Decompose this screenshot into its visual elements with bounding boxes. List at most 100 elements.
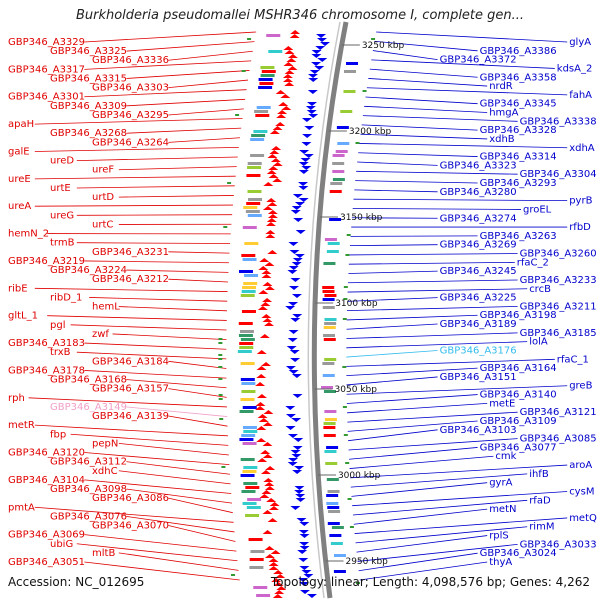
forward-gene-arrow: [280, 94, 291, 98]
forward-gene-arrow: [265, 230, 276, 234]
reverse-gene-arrow: [294, 254, 305, 258]
left-gene-label: metR: [8, 420, 35, 431]
right-gene-label: rfaD: [529, 495, 551, 506]
forward-gene-arrow: [284, 82, 295, 86]
left-gene-label: xdhC: [92, 466, 118, 477]
cog-band: [243, 482, 258, 485]
cog-band: [324, 294, 337, 297]
right-connector-line: [347, 297, 438, 302]
right-connector-line: [347, 288, 528, 293]
cog-band: [322, 374, 335, 377]
reverse-gene-arrow: [316, 38, 327, 42]
rna-tick: [345, 462, 350, 464]
cog-band: [332, 154, 345, 157]
left-gene-label: GBP346_A3303: [92, 83, 169, 94]
reverse-gene-arrow: [290, 278, 301, 282]
cog-band: [242, 258, 257, 261]
reverse-gene-arrow: [299, 582, 310, 586]
right-connector-line: [350, 464, 568, 479]
left-connector-line: [168, 388, 227, 398]
right-gene-label: ihfB: [529, 469, 549, 480]
cog-band: [253, 586, 268, 589]
cog-band: [240, 458, 255, 461]
right-connector-line: [350, 473, 528, 488]
right-connector-line: [357, 161, 438, 166]
reverse-gene-arrow: [299, 546, 310, 550]
cog-band: [242, 502, 257, 505]
reverse-gene-arrow: [303, 574, 314, 578]
reverse-gene-arrow: [285, 306, 296, 310]
left-gene-label: GBP346_A3157: [92, 384, 169, 395]
left-gene-label: ureG: [50, 210, 74, 221]
cog-band: [239, 330, 254, 333]
cog-band: [323, 390, 336, 393]
left-gene-label: GBP346_A3104: [8, 475, 85, 486]
right-connector-line: [361, 124, 478, 131]
right-connector-line: [376, 31, 568, 43]
cog-band: [239, 346, 254, 349]
rna-tick: [343, 434, 348, 436]
right-gene-label: cysM: [569, 486, 594, 497]
left-gene-label: GBP346_A3336: [92, 55, 169, 66]
rna-tick: [342, 366, 347, 368]
rna-tick: [345, 254, 350, 256]
right-gene-label: glyA: [569, 37, 591, 48]
right-connector-line: [366, 87, 568, 96]
reverse-gene-arrow: [299, 150, 310, 154]
cog-band: [249, 566, 264, 569]
right-gene-label: GBP346_A3263: [480, 231, 557, 242]
cog-band: [248, 198, 263, 201]
forward-gene-arrow: [282, 74, 293, 78]
reverse-gene-arrow: [292, 314, 303, 318]
right-connector-line: [355, 180, 478, 184]
forward-gene-arrow: [262, 318, 273, 322]
forward-gene-arrow: [257, 306, 268, 310]
left-gene-label: GBP346_A3120: [8, 448, 85, 459]
cog-band: [343, 70, 356, 73]
left-connector-line: [84, 370, 227, 379]
right-gene-label: GBP346_A3280: [440, 187, 517, 198]
cog-band: [239, 410, 254, 413]
cog-band: [326, 494, 339, 497]
reverse-gene-arrow: [290, 506, 301, 510]
right-gene-label: lolA: [529, 337, 548, 348]
rna-tick: [342, 318, 347, 320]
forward-gene-arrow: [272, 178, 283, 182]
forward-gene-arrow: [275, 90, 286, 94]
forward-gene-arrow: [274, 590, 285, 594]
left-connector-line: [47, 315, 227, 321]
right-connector-line: [346, 367, 478, 377]
left-gene-label: pmtA: [8, 502, 35, 513]
left-connector-line: [168, 251, 230, 254]
cog-band: [327, 506, 340, 509]
left-gene-label: apaH: [8, 119, 34, 130]
reverse-gene-arrow: [320, 42, 331, 46]
left-connector-line: [168, 278, 229, 283]
left-gene-label: GBP346_A3183: [8, 338, 85, 349]
forward-gene-arrow: [260, 470, 271, 474]
reverse-gene-arrow: [292, 446, 303, 450]
cog-band: [238, 334, 253, 337]
right-gene-label: GBP346_A3293: [480, 178, 557, 189]
left-gene-label: pepN: [92, 438, 118, 449]
left-connector-line: [118, 552, 239, 571]
cog-band: [343, 90, 356, 93]
cog-band: [322, 290, 335, 293]
cog-band: [326, 502, 339, 505]
right-gene-label: kdsA_2: [557, 63, 593, 74]
right-connector-line: [349, 253, 518, 256]
right-connector-line: [346, 341, 528, 349]
right-gene-label: GBP346_A3358: [480, 72, 557, 83]
reverse-gene-arrow: [285, 414, 296, 418]
rna-tick: [223, 226, 228, 228]
cog-band: [323, 434, 336, 437]
right-gene-label: GBP346_A3077: [480, 442, 557, 453]
cog-band: [335, 150, 348, 153]
forward-gene-arrow: [284, 50, 295, 54]
cog-band: [260, 66, 275, 69]
reverse-gene-arrow: [315, 46, 326, 50]
rna-tick: [355, 142, 360, 144]
reverse-gene-arrow: [295, 230, 306, 234]
forward-gene-arrow: [256, 350, 267, 354]
feature-tracks: [218, 30, 376, 598]
